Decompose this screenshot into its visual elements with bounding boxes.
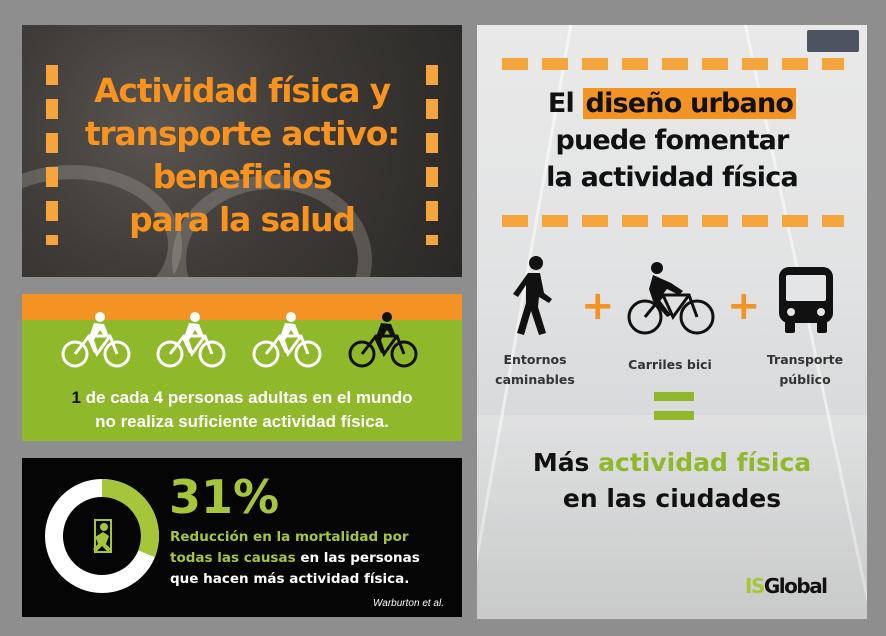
plus-sign: + xyxy=(581,283,615,329)
inactivity-panel: 1 de cada 4 personas adultas en el mundo… xyxy=(22,294,462,441)
mortality-panel: 31% Reducción en la mortalidad por todas… xyxy=(22,458,462,617)
cyclist-icon xyxy=(252,312,322,368)
title-panel: Actividad física y transporte activo: be… xyxy=(22,25,462,277)
mortality-description: Reducción en la mortalidad por todas las… xyxy=(170,529,420,587)
cyclist-icon xyxy=(156,312,226,368)
urban-heading: El diseño urbano puede fomentar la activ… xyxy=(546,88,799,193)
result-text: Más actividad física en las ciudades xyxy=(532,448,812,513)
cyclist-icon xyxy=(61,312,131,368)
dashed-line-bottom xyxy=(502,215,844,227)
dashed-line-top xyxy=(502,58,844,70)
station-sign xyxy=(807,30,859,52)
label-walkable: Entornos caminables xyxy=(495,352,575,387)
platform-floor xyxy=(477,415,867,619)
inactivity-text: 1 de cada 4 personas adultas en el mundo… xyxy=(71,388,413,431)
percent-value: 31% xyxy=(169,470,280,524)
label-public-transport: Transporte público xyxy=(766,352,844,387)
donut-chart xyxy=(45,479,159,593)
dashed-frame-left xyxy=(46,65,58,245)
donut-arc xyxy=(45,479,159,593)
bus-icon xyxy=(779,267,833,333)
running-person-icon xyxy=(93,519,112,553)
citation: Warburton et al. xyxy=(373,598,444,609)
isglobal-logo: ISGlobal xyxy=(745,574,828,598)
main-title: Actividad física y transporte activo: be… xyxy=(84,71,401,239)
cyclist-icon xyxy=(348,312,418,368)
walking-person-icon xyxy=(513,256,552,335)
urban-design-panel: El diseño urbano puede fomentar la activ… xyxy=(477,25,867,619)
plus-sign: + xyxy=(727,283,761,329)
equals-sign xyxy=(654,392,694,422)
cyclist-icon xyxy=(627,262,715,335)
dashed-frame-right xyxy=(426,65,438,245)
label-bike-lanes: Carriles bici xyxy=(628,357,712,372)
